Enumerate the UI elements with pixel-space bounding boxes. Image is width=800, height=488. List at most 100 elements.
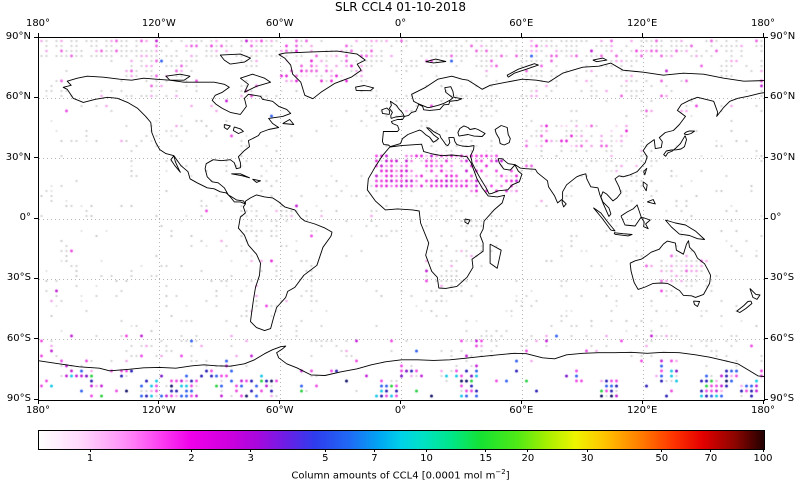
coastline-svg	[39, 50, 764, 377]
coastline	[252, 178, 261, 183]
tick-mark	[34, 398, 38, 400]
tick-mark	[641, 400, 643, 404]
colorbar-tick-label: 100	[753, 453, 773, 464]
colorbar-tick-label: 15	[479, 453, 493, 464]
coastline	[223, 124, 231, 130]
coastline	[355, 85, 375, 92]
tick-mark	[764, 96, 768, 98]
coastline	[457, 125, 486, 137]
colorbar-tick-label: 7	[371, 453, 378, 464]
coastline	[366, 143, 506, 289]
colorbar-tick-label: 1	[86, 453, 94, 464]
tick-mark	[764, 277, 768, 279]
colorbar-tick	[710, 449, 712, 452]
colorbar-label: Column amounts of CCL4 [0.0001 mol m−2]	[38, 468, 763, 481]
tick-mark	[764, 157, 768, 159]
coastline	[642, 181, 648, 192]
tick-mark	[400, 400, 401, 404]
coastline	[237, 194, 333, 332]
lat-tick-label-right: 30°S	[770, 272, 795, 284]
coastline	[239, 73, 272, 93]
lat-tick-label-right: 60°N	[770, 91, 796, 103]
coastline	[62, 75, 292, 205]
colorbar-tick	[586, 449, 588, 452]
tick-mark	[762, 33, 764, 37]
colorbar-label-exponent: −2	[495, 468, 506, 476]
coastline	[613, 232, 633, 237]
tick-mark	[279, 33, 281, 37]
tick-mark	[279, 400, 281, 404]
coastline	[381, 107, 390, 115]
coastline	[561, 199, 567, 208]
coastline	[592, 57, 608, 63]
lon-tick-label-bottom: 180°	[25, 405, 51, 416]
chart-title: SLR CCL4 01-10-2018	[334, 0, 467, 14]
colorbar-tick-label: 30	[580, 453, 594, 464]
lat-tick-label-right: 90°N	[770, 31, 796, 42]
colorbar-tick-label: 2	[188, 453, 195, 464]
colorbar-tick-label: 50	[655, 453, 669, 464]
coastline	[282, 119, 295, 125]
lat-tick-label-right: 30°N	[770, 151, 796, 163]
coastline	[693, 300, 701, 307]
lon-tick-label-bottom: 60°E	[509, 405, 534, 416]
tick-mark	[400, 33, 401, 37]
lon-tick-label-top: 180°	[25, 18, 51, 29]
colorbar	[38, 430, 765, 450]
colorbar-tick	[324, 449, 326, 452]
coastline	[593, 207, 616, 232]
coastline	[39, 345, 764, 377]
tick-mark	[762, 400, 764, 404]
coastline	[278, 50, 366, 100]
lat-tick-label-left: 90°S	[6, 393, 31, 404]
lon-tick-label-bottom: 0°	[394, 405, 407, 416]
coastline	[643, 167, 648, 176]
coastline	[170, 155, 181, 173]
coastline	[388, 100, 405, 119]
tick-mark	[34, 157, 38, 159]
coastline	[620, 204, 642, 227]
tick-mark	[641, 33, 643, 37]
lat-tick-label-left: 0°	[19, 212, 31, 223]
tick-mark	[34, 96, 38, 98]
colorbar-tick	[373, 449, 375, 452]
coastline	[663, 135, 687, 157]
coastline	[232, 126, 244, 134]
tick-mark	[764, 398, 768, 400]
tick-mark	[158, 400, 160, 404]
coastline	[425, 58, 447, 64]
coastline	[489, 243, 502, 269]
coastline	[647, 199, 656, 205]
tick-mark	[764, 338, 768, 340]
coastline	[464, 218, 471, 225]
lat-tick-label-left: 60°S	[6, 332, 31, 344]
tick-mark	[764, 36, 768, 38]
colorbar-tick	[426, 449, 428, 452]
coastline	[629, 240, 712, 298]
colorbar-tick	[527, 449, 529, 452]
colorbar-tick	[89, 449, 91, 452]
coastline	[231, 173, 250, 179]
colorbar-tick	[485, 449, 487, 452]
lat-tick-label-right: 60°S	[770, 332, 795, 344]
coastline	[640, 216, 651, 230]
lat-tick-label-right: 0°	[770, 212, 782, 223]
colorbar-tick-label: 5	[322, 453, 329, 464]
coastline	[219, 53, 251, 65]
tick-mark	[520, 400, 522, 404]
lat-tick-label-left: 30°S	[6, 272, 31, 284]
tick-mark	[37, 33, 39, 37]
colorbar-tick-label: 10	[420, 453, 433, 464]
coastline	[749, 288, 761, 300]
coastline	[506, 63, 539, 78]
tick-mark	[34, 277, 38, 279]
coastline	[664, 219, 706, 240]
coastline	[381, 62, 764, 147]
lon-tick-label-bottom: 120°E	[626, 405, 658, 416]
lon-tick-label-top: 180°	[750, 18, 776, 29]
lon-tick-label-bottom: 60°W	[265, 405, 294, 416]
coastline	[683, 130, 695, 136]
tick-mark	[764, 217, 768, 219]
lon-tick-label-top: 120°E	[626, 18, 658, 29]
colorbar-tick-label: 70	[704, 453, 718, 464]
